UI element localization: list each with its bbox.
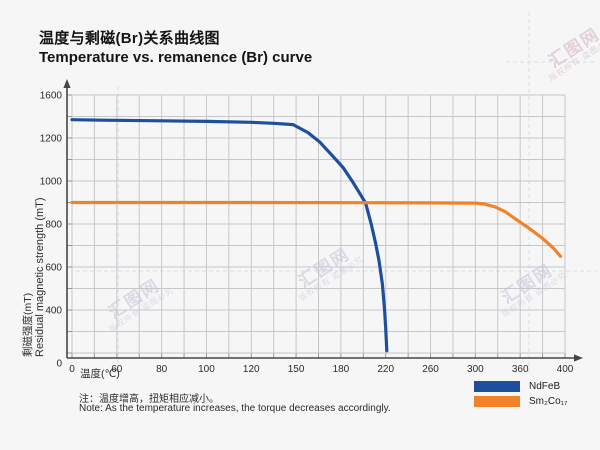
x-tick-label: 120 xyxy=(243,364,260,375)
y-tick-label: 600 xyxy=(45,263,62,274)
legend-label-sm2co17: Sm₂Co₁₇ xyxy=(529,395,568,407)
x-tick-label: 180 xyxy=(333,364,350,375)
note-cn: 注：温度增高，扭矩相应减小。 xyxy=(79,394,219,405)
y-tick-label: 400 xyxy=(45,306,62,317)
page-title-en: Temperature vs. remanence (Br) curve xyxy=(39,49,313,66)
y-tick-label: 1200 xyxy=(40,134,63,145)
note-en: Note: As the temperature increases, the … xyxy=(79,403,391,414)
x-tick-label: 360 xyxy=(512,364,529,375)
y-tick-label: 0 xyxy=(56,359,62,370)
legend-swatch-sm2co17 xyxy=(474,395,520,407)
legend-label-ndfeb: NdFeB xyxy=(529,380,561,392)
y-tick-label: 1600 xyxy=(40,91,63,102)
legend-swatch-ndfeb xyxy=(474,380,520,392)
legend-item-sm2co17: Sm₂Co₁₇ xyxy=(474,395,567,407)
y-tick-label: 800 xyxy=(45,220,62,231)
y-axis-arrow xyxy=(63,79,71,88)
x-tick-label: 220 xyxy=(377,364,394,375)
x-tick-label: 0 xyxy=(69,364,75,375)
legend: NdFeB Sm₂Co₁₇ xyxy=(474,380,567,410)
legend-item-ndfeb: NdFeB xyxy=(474,380,567,392)
x-tick-label: 100 xyxy=(198,364,215,375)
x-axis-arrow xyxy=(574,354,583,362)
sm2co17-curve xyxy=(70,200,563,258)
y-axis-title-en: Residual magnetic strength (mT) xyxy=(34,197,46,357)
x-tick-label: 400 xyxy=(557,364,574,375)
ndfeb-curve xyxy=(70,118,389,353)
x-axis-title: 温度(℃) xyxy=(80,368,120,380)
x-tick-label: 260 xyxy=(422,364,439,375)
x-tick-label: 60 xyxy=(111,364,123,375)
y-axis-title-cn: 剩磁强度(mT) xyxy=(22,292,34,357)
x-tick-label: 150 xyxy=(288,364,305,375)
x-tick-label: 80 xyxy=(156,364,168,375)
y-tick-label: 1000 xyxy=(40,177,63,188)
x-tick-label: 300 xyxy=(467,364,484,375)
page-title-cn: 温度与剩磁(Br)关系曲线图 xyxy=(39,30,220,47)
